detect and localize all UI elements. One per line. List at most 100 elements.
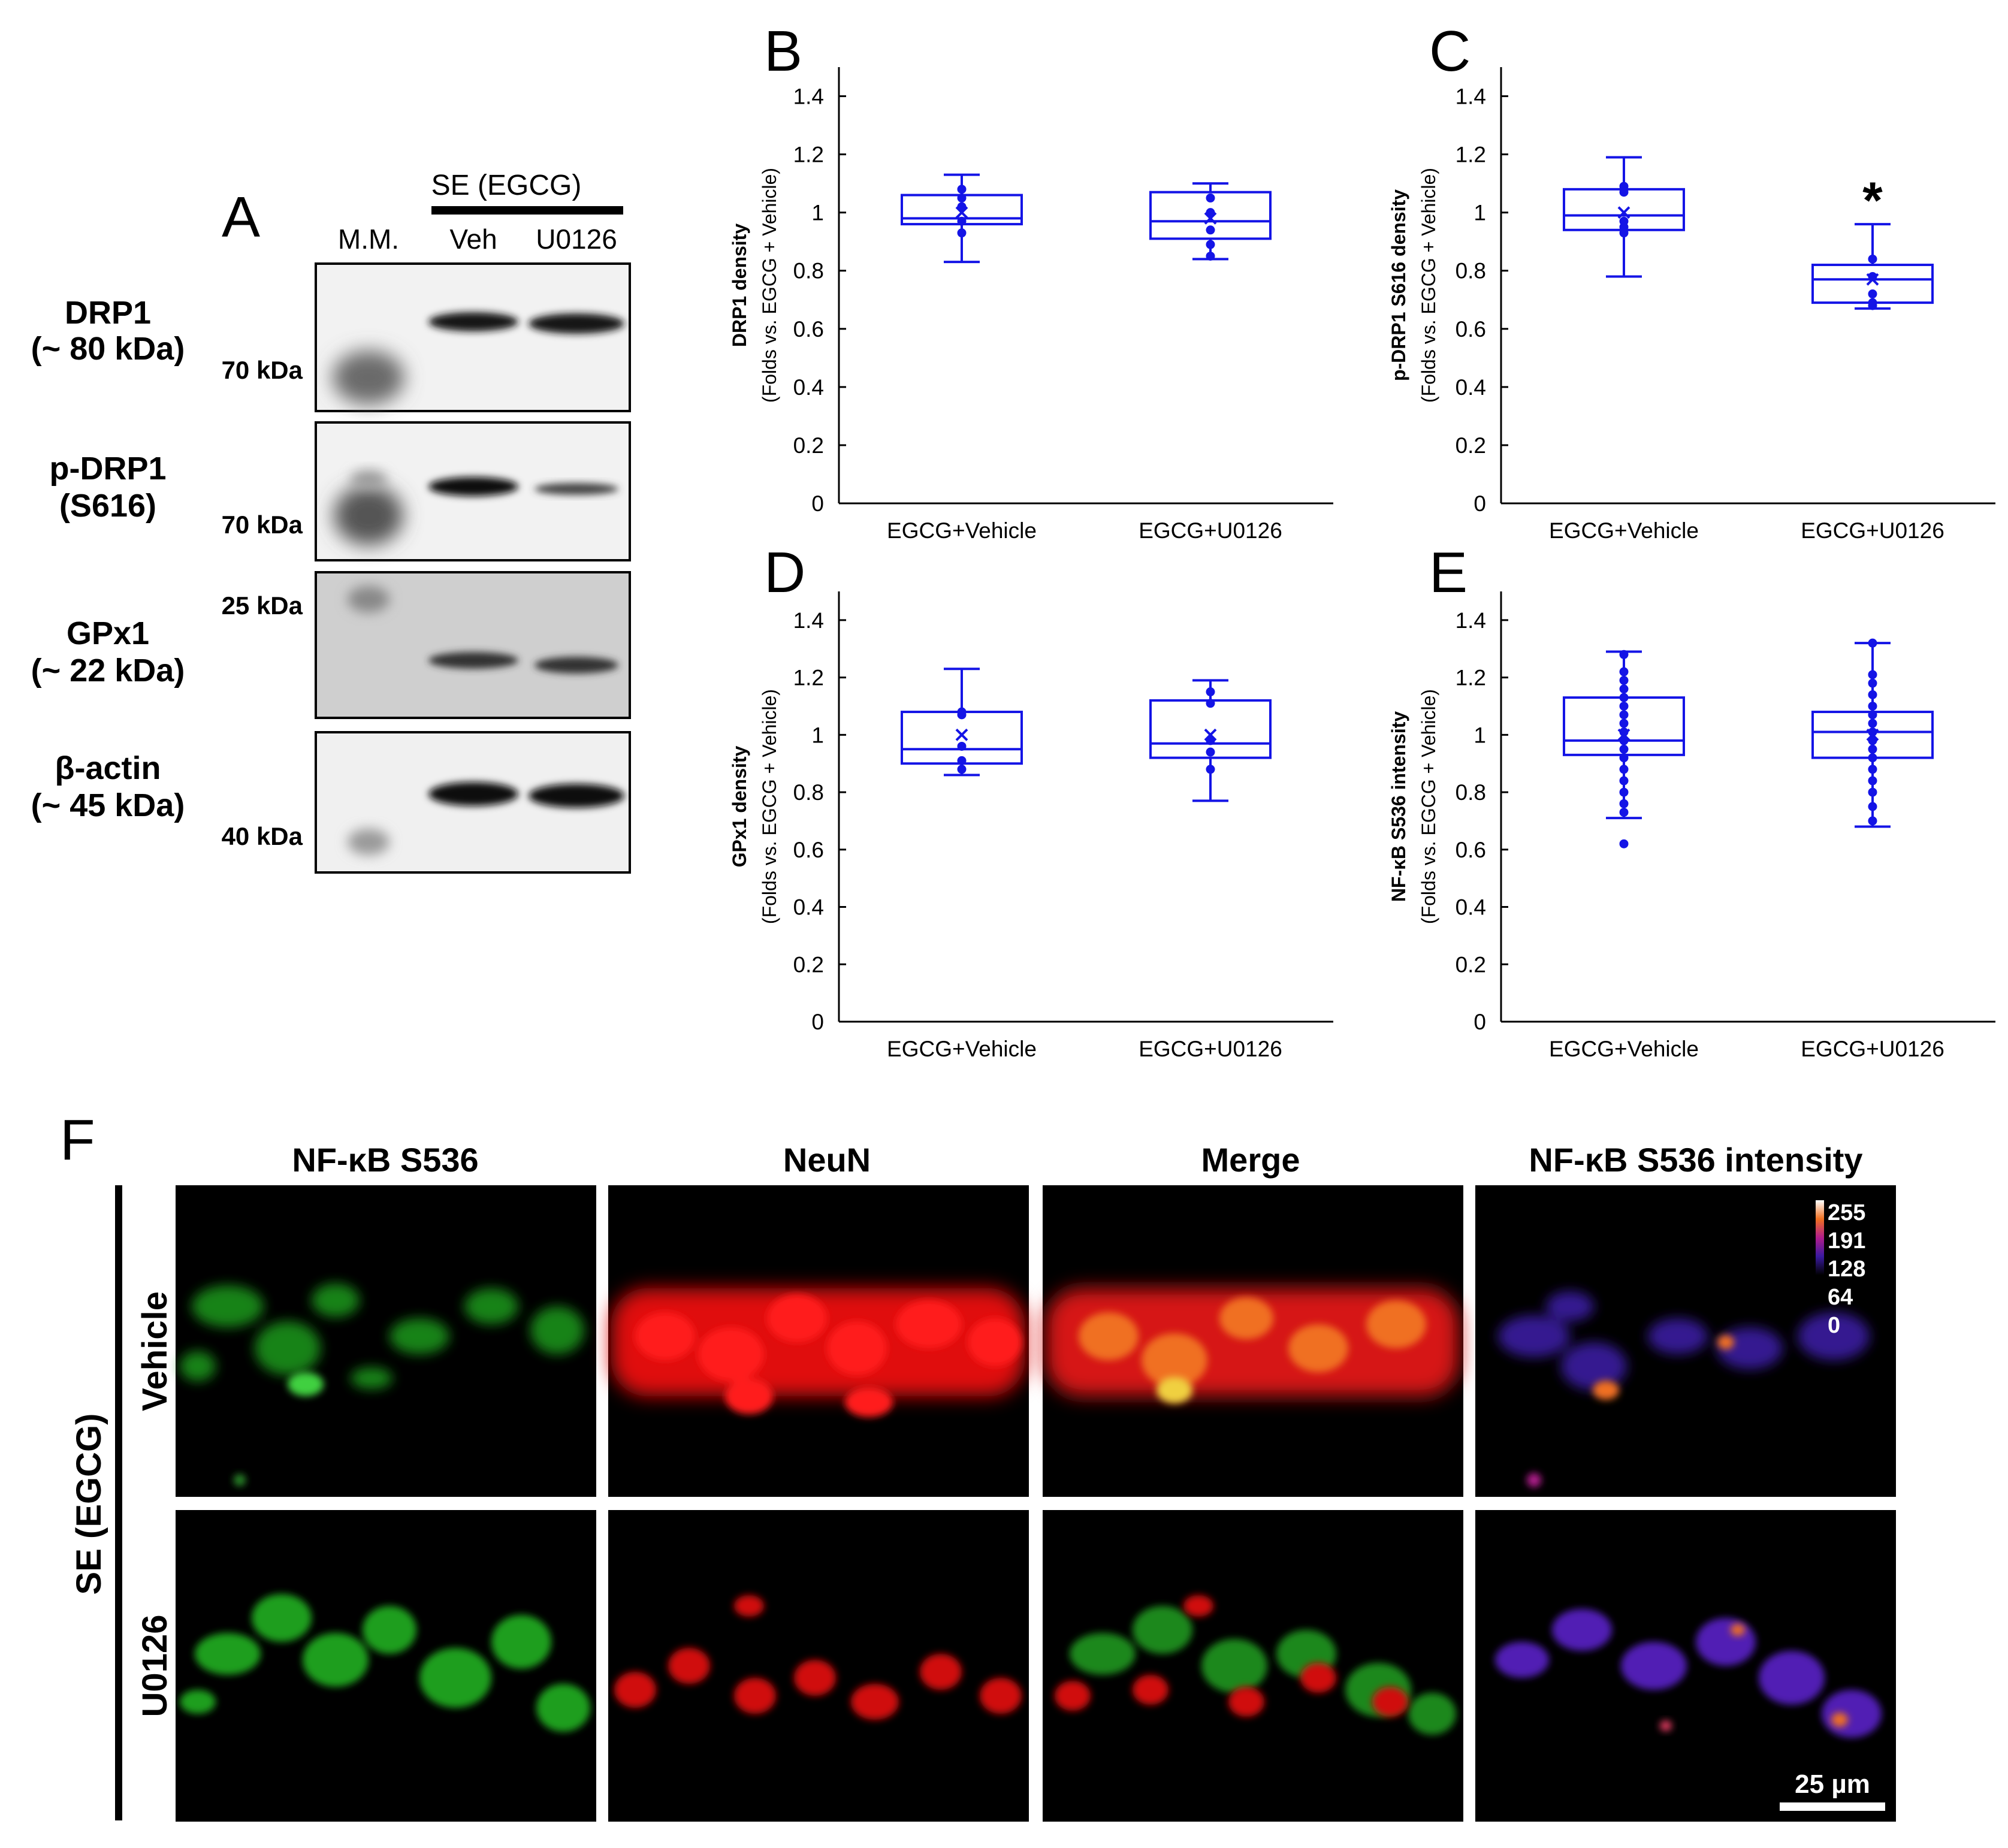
protein-name-gpx1: GPx1 xyxy=(67,615,149,651)
category-label-c: EGCG+U0126 xyxy=(1801,518,1944,543)
protein-sub-gpx1: (~ 22 kDa) xyxy=(31,653,185,689)
data-point xyxy=(1619,701,1629,711)
blot-strip-p-drp1 xyxy=(315,421,631,561)
data-point xyxy=(1206,747,1215,757)
protein-name-p-drp1: p-DRP1 xyxy=(49,451,166,487)
category-label-e: EGCG+U0126 xyxy=(1801,1037,1944,1061)
chart-panel-e: E 0 0.2 0.4 0.6 0.8 1 1.2 1.4 NF-κB S536 intensit… xyxy=(1388,540,1995,1061)
y-axis-title-d: GPx1 density xyxy=(729,745,750,867)
y-tick-label-e: 1.2 xyxy=(1456,666,1486,690)
category-label-d: EGCG+U0126 xyxy=(1139,1037,1282,1061)
col-header-nfkb: NF-κB S536 xyxy=(292,1141,478,1179)
micro-tile-vehicle-merge xyxy=(1043,1185,1463,1497)
y-tick-label-c: 0.8 xyxy=(1456,259,1486,283)
data-point xyxy=(1619,650,1629,659)
y-axis-subtitle-d: (Folds vs. EGCG + Vehicle) xyxy=(759,689,780,924)
colorbar-tick-255: 255 xyxy=(1828,1200,1865,1225)
y-axis-title-b: DRP1 density xyxy=(729,224,750,347)
y-axis-title-c: p-DRP1 S616 density xyxy=(1388,189,1409,381)
colorbar-tick-191: 191 xyxy=(1828,1228,1865,1254)
box-iqr xyxy=(901,711,1023,765)
y-tick-label-d: 0.8 xyxy=(793,780,824,805)
data-point xyxy=(1619,776,1629,786)
category-label-b: EGCG+U0126 xyxy=(1139,518,1282,543)
y-tick-label-b: 0.4 xyxy=(793,375,824,400)
box-iqr xyxy=(1149,191,1272,240)
data-point xyxy=(1619,839,1629,848)
data-point xyxy=(1619,675,1629,685)
marker-p-drp1: 70 kDa xyxy=(222,511,303,539)
data-point xyxy=(1868,816,1877,826)
y-tick-label-c: 1 xyxy=(1473,201,1486,225)
panel-letter-f: F xyxy=(60,1108,95,1172)
y-tick-label-b: 1.2 xyxy=(793,143,824,167)
data-point xyxy=(1619,753,1629,763)
group-label-se-egcg: SE (EGCG) xyxy=(70,1414,108,1595)
data-point xyxy=(1868,727,1877,737)
category-label-e: EGCG+Vehicle xyxy=(1549,1037,1699,1061)
micro-tile-vehicle-intensity: 255 191 128 64 0 xyxy=(1475,1185,1896,1497)
scale-bar xyxy=(1780,1802,1885,1811)
data-point xyxy=(1868,678,1877,688)
colorbar-tick-0: 0 xyxy=(1828,1313,1840,1338)
y-tick-label-c: 1.2 xyxy=(1456,143,1486,167)
data-point xyxy=(1619,228,1629,238)
micro-tile-u0126-merge xyxy=(1043,1510,1463,1822)
y-axis-title-e: NF-κB S536 intensity xyxy=(1388,711,1409,902)
data-point xyxy=(1206,240,1215,249)
data-point xyxy=(1868,718,1877,728)
y-tick-label-e: 1 xyxy=(1473,723,1486,747)
blot-strip-drp1 xyxy=(315,262,631,412)
y-tick-label-d: 1 xyxy=(811,723,824,747)
micro-tile-u0126-intensity: 25 µm xyxy=(1475,1510,1896,1822)
data-point xyxy=(1868,776,1877,786)
data-point xyxy=(1868,289,1877,299)
data-point xyxy=(1868,710,1877,720)
category-label-b: EGCG+Vehicle xyxy=(887,518,1037,543)
data-point xyxy=(1868,753,1877,763)
data-point xyxy=(1868,765,1877,774)
data-point xyxy=(1868,787,1877,797)
protein-sub-p-drp1: (S616) xyxy=(59,488,156,524)
category-label-c: EGCG+Vehicle xyxy=(1549,518,1699,543)
data-point xyxy=(1619,693,1629,702)
box-d-vehicle xyxy=(901,668,1023,777)
panel-letter-d: D xyxy=(764,540,805,605)
data-point xyxy=(957,216,967,226)
data-point xyxy=(957,185,967,194)
data-point xyxy=(1868,802,1877,811)
data-point xyxy=(1206,251,1215,261)
y-tick-label-b: 1 xyxy=(811,201,824,225)
box-b-u0126 xyxy=(1149,182,1272,261)
panel-a: A SE (EGCG) M.M. Veh U0126 xyxy=(31,170,631,874)
data-point xyxy=(1868,670,1877,680)
data-point xyxy=(1868,271,1877,281)
micro-tile-vehicle-neun xyxy=(608,1185,1029,1497)
data-point xyxy=(957,228,967,238)
data-point xyxy=(1206,699,1215,708)
y-tick-label-e: 1.4 xyxy=(1456,608,1486,633)
protein-sub-drp1: (~ 80 kDa) xyxy=(31,331,185,367)
y-tick-label-c: 0 xyxy=(1473,491,1486,516)
lane-label-veh: Veh xyxy=(449,224,497,255)
data-point xyxy=(1206,208,1215,218)
data-point xyxy=(1619,787,1629,797)
data-point xyxy=(1619,718,1629,728)
data-point xyxy=(1868,744,1877,754)
data-point xyxy=(957,710,967,720)
data-point xyxy=(1206,687,1215,697)
category-label-d: EGCG+Vehicle xyxy=(887,1037,1037,1061)
chart-panel-d: D 0 0.2 0.4 0.6 0.8 1 1.2 1.4 GPx1 density (Folds … xyxy=(729,540,1333,1061)
lane-label-mm: M.M. xyxy=(338,224,399,255)
protein-name-beta-actin: β-actin xyxy=(55,750,161,786)
group-bracket-bar xyxy=(115,1185,122,1820)
data-point xyxy=(1619,684,1629,694)
data-point xyxy=(1619,799,1629,808)
box-b-vehicle xyxy=(901,173,1023,264)
data-point xyxy=(957,756,967,765)
data-point xyxy=(957,765,967,774)
panel-letter-a: A xyxy=(222,185,260,249)
micro-tile-u0126-neun xyxy=(608,1510,1029,1822)
data-point xyxy=(1206,193,1215,203)
